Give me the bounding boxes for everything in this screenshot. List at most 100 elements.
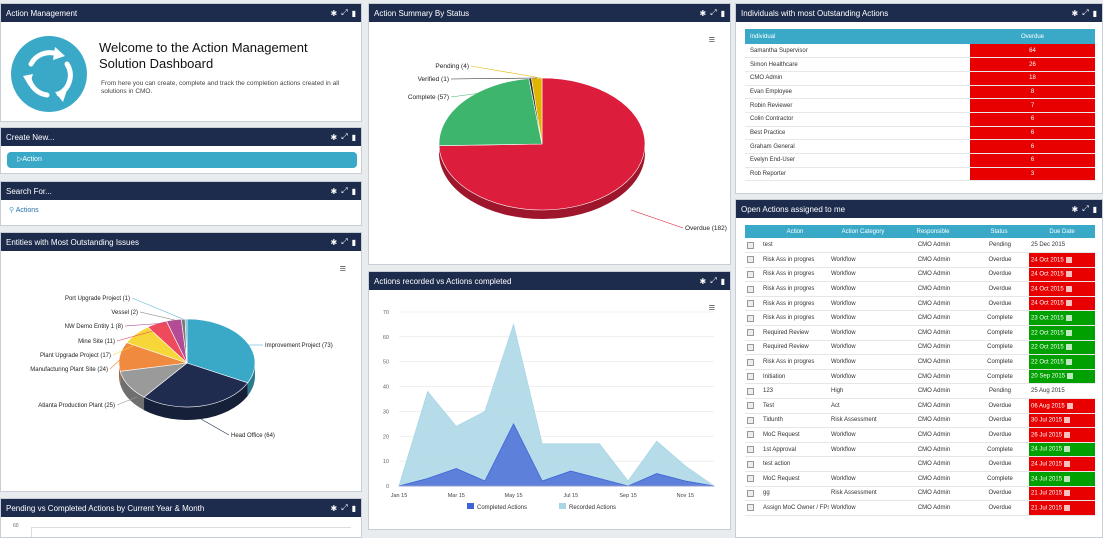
row-checkbox[interactable] [747, 489, 754, 497]
row-checkbox[interactable] [747, 402, 754, 410]
delete-icon[interactable]: ▮ [351, 186, 356, 196]
row-checkbox[interactable] [747, 285, 754, 293]
calendar-icon[interactable] [1064, 475, 1071, 482]
row-select[interactable] [745, 369, 761, 385]
row-select[interactable] [745, 340, 761, 356]
expand-icon[interactable]: ⤢ [341, 237, 348, 246]
row-select[interactable] [745, 267, 761, 283]
row-select[interactable] [745, 427, 761, 443]
row-checkbox[interactable] [747, 270, 754, 278]
gear-icon[interactable]: ✱ [330, 237, 338, 247]
calendar-icon[interactable] [1064, 490, 1071, 497]
row-select[interactable] [745, 500, 761, 516]
table-row[interactable]: test CMO Admin Pending 25 Dec 2015 [745, 238, 1095, 254]
expand-icon[interactable]: ⤢ [341, 132, 348, 141]
delete-icon[interactable]: ▮ [1092, 204, 1097, 214]
expand-icon[interactable]: ⤢ [710, 8, 717, 17]
calendar-icon[interactable] [1064, 504, 1071, 511]
table-row[interactable]: Evan Employee 8 [745, 85, 1095, 100]
table-row[interactable]: Robin Reviewer 7 [745, 98, 1095, 113]
table-row[interactable]: 1st Approval Workflow CMO Admin Complete 24 … [745, 442, 1095, 458]
table-row[interactable]: Samantha Supervisor 64 [745, 44, 1095, 59]
gear-icon[interactable]: ✱ [330, 503, 338, 513]
gear-icon[interactable]: ✱ [330, 186, 338, 196]
row-checkbox[interactable] [747, 358, 754, 366]
table-row[interactable]: CMO Admin 18 [745, 71, 1095, 86]
row-select[interactable] [745, 310, 761, 327]
calendar-icon[interactable] [1065, 329, 1072, 336]
row-checkbox[interactable] [747, 241, 754, 249]
table-row[interactable]: Evelyn End-User 6 [745, 153, 1095, 168]
table-row[interactable]: Initiation Workflow CMO Admin Complete 20 Se… [745, 369, 1095, 385]
search-actions-link[interactable]: ⚲ Actions [9, 206, 39, 214]
table-row[interactable]: Assign MoC Owner / FPs Workflow CMO Admin O… [745, 500, 1095, 516]
row-select[interactable] [745, 325, 761, 341]
row-select[interactable] [745, 252, 761, 268]
delete-icon[interactable]: ▮ [351, 503, 356, 513]
gear-icon[interactable]: ✱ [1071, 8, 1079, 18]
row-checkbox[interactable] [747, 431, 754, 439]
expand-icon[interactable]: ⤢ [341, 186, 348, 195]
row-select[interactable] [745, 471, 761, 487]
expand-icon[interactable]: ⤢ [710, 276, 717, 285]
row-select[interactable] [745, 383, 761, 400]
table-row[interactable]: Required Review Workflow CMO Admin Complete… [745, 340, 1095, 356]
table-row[interactable]: Colin Contractor 6 [745, 112, 1095, 127]
table-row[interactable]: Risk Ass in progres Workflow CMO Admin Over… [745, 281, 1095, 297]
calendar-icon[interactable] [1065, 271, 1072, 278]
delete-icon[interactable]: ▮ [1092, 8, 1097, 18]
calendar-icon[interactable] [1066, 402, 1073, 409]
calendar-icon[interactable] [1065, 344, 1072, 351]
row-select[interactable] [745, 354, 761, 370]
row-checkbox[interactable] [747, 256, 754, 264]
expand-icon[interactable]: ⤢ [1082, 204, 1089, 213]
calendar-icon[interactable] [1064, 460, 1071, 467]
table-row[interactable]: Risk Ass in progres Workflow CMO Admin Over… [745, 252, 1095, 268]
row-checkbox[interactable] [747, 446, 754, 454]
calendar-icon[interactable] [1065, 358, 1072, 365]
table-row[interactable]: Required Review Workflow CMO Admin Complete… [745, 325, 1095, 341]
table-row[interactable]: test action CMO Admin Overdue 24 Jul 2015 [745, 456, 1095, 472]
row-select[interactable] [745, 238, 761, 254]
calendar-icon[interactable] [1064, 431, 1071, 438]
menu-icon[interactable]: ≡ [339, 263, 346, 275]
row-checkbox[interactable] [747, 416, 754, 424]
row-checkbox[interactable] [747, 300, 754, 308]
table-row[interactable]: 123 High CMO Admin Pending 25 Aug 2015 [745, 383, 1095, 400]
table-row[interactable]: Graham General 6 [745, 139, 1095, 154]
row-checkbox[interactable] [747, 329, 754, 337]
calendar-icon[interactable] [1065, 300, 1072, 307]
gear-icon[interactable]: ✱ [699, 276, 707, 286]
row-select[interactable] [745, 398, 761, 414]
table-row[interactable]: Test Act CMO Admin Overdue 06 Aug 2015 [745, 398, 1095, 414]
row-checkbox[interactable] [747, 314, 754, 322]
table-row[interactable]: Rob Reporter 3 [745, 167, 1095, 182]
table-row[interactable]: Risk Ass in progres Workflow CMO Admin Over… [745, 267, 1095, 283]
table-row[interactable]: Tidunth Risk Assessment CMO Admin Overdue 30… [745, 413, 1095, 429]
row-select[interactable] [745, 296, 761, 312]
table-row[interactable]: MoC Request Workflow CMO Admin Overdue 26 Ju… [745, 427, 1095, 443]
row-checkbox[interactable] [747, 460, 754, 468]
gear-icon[interactable]: ✱ [330, 8, 338, 18]
calendar-icon[interactable] [1065, 314, 1072, 321]
gear-icon[interactable]: ✱ [699, 8, 707, 18]
row-select[interactable] [745, 456, 761, 472]
table-row[interactable]: MoC Request Workflow CMO Admin Complete 24 J… [745, 471, 1095, 487]
row-select[interactable] [745, 442, 761, 458]
row-select[interactable] [745, 281, 761, 297]
calendar-icon[interactable] [1065, 256, 1072, 263]
table-row[interactable]: Simon Healthcare 26 [745, 57, 1095, 72]
gear-icon[interactable]: ✱ [330, 132, 338, 142]
row-checkbox[interactable] [747, 504, 754, 512]
gear-icon[interactable]: ✱ [1071, 204, 1079, 214]
table-row[interactable]: Risk Ass in progres Workflow CMO Admin Over… [745, 296, 1095, 312]
delete-icon[interactable]: ▮ [351, 132, 356, 142]
row-checkbox[interactable] [747, 475, 754, 483]
expand-icon[interactable]: ⤢ [1082, 8, 1089, 17]
table-row[interactable]: Risk Ass in progres Workflow CMO Admin Comp… [745, 310, 1095, 327]
calendar-icon[interactable] [1065, 285, 1072, 292]
menu-icon[interactable]: ≡ [708, 302, 715, 314]
expand-icon[interactable]: ⤢ [341, 8, 348, 17]
table-row[interactable]: gg Risk Assessment CMO Admin Overdue 21 Jul … [745, 486, 1095, 502]
calendar-icon[interactable] [1067, 373, 1074, 380]
